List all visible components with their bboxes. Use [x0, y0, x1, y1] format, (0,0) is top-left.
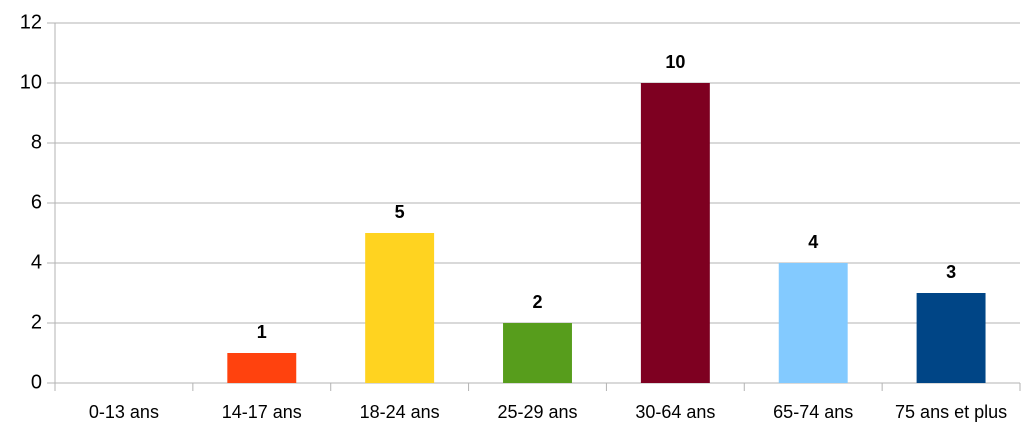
data-label: 3 [946, 262, 956, 282]
y-tick-label: 12 [20, 11, 42, 33]
bar [640, 83, 710, 383]
data-label: 4 [808, 232, 818, 252]
x-tick-label: 30-64 ans [635, 402, 715, 422]
data-label: 2 [532, 292, 542, 312]
y-tick-label: 6 [31, 191, 42, 213]
y-tick-label: 8 [31, 131, 42, 153]
y-tick-label: 10 [20, 71, 42, 93]
y-tick-label: 2 [31, 311, 42, 333]
data-label: 5 [395, 202, 405, 222]
bar [227, 353, 297, 383]
x-tick-label: 0-13 ans [89, 402, 159, 422]
x-tick-label: 25-29 ans [497, 402, 577, 422]
bar [503, 323, 572, 383]
x-tick-label: 65-74 ans [773, 402, 853, 422]
y-tick-label: 0 [31, 371, 42, 393]
data-label: 1 [257, 322, 267, 342]
data-label: 10 [665, 52, 685, 72]
x-tick-label: 18-24 ans [360, 402, 440, 422]
x-tick-label: 75 ans et plus [895, 402, 1007, 422]
bar [365, 233, 435, 383]
bar [778, 263, 848, 383]
x-tick-label: 14-17 ans [222, 402, 302, 422]
bar [916, 293, 986, 383]
y-tick-label: 4 [31, 251, 42, 273]
